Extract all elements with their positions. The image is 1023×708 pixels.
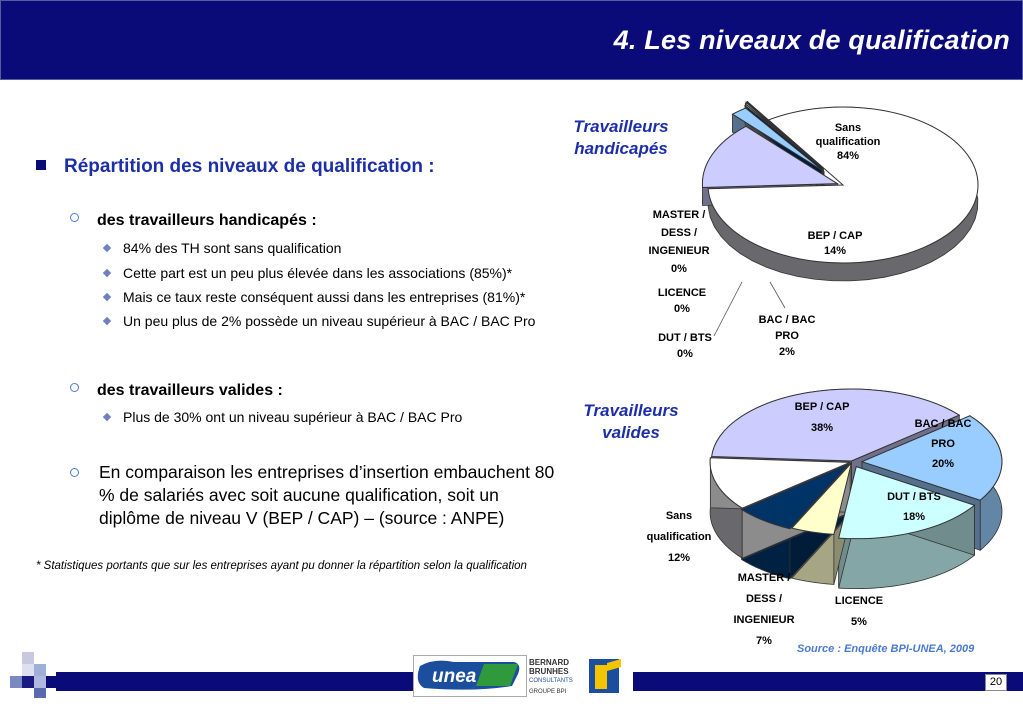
svg-text:GROUPE BPI: GROUPE BPI (529, 689, 567, 695)
pie-data-label: Sans qualification 12% (647, 510, 712, 564)
unea-logo-icon: unea (417, 660, 520, 690)
svg-text:BERNARD: BERNARD (529, 658, 569, 667)
paragraph-text: En comparaison les entreprises d’inserti… (99, 462, 555, 528)
pie-data-label: MASTER / DESS / INGENIEUR 0% (648, 209, 709, 275)
subheading-valides: des travailleurs valides : (70, 382, 283, 400)
source-note: Source : Enquête BPI-UNEA, 2009 (797, 643, 975, 655)
list-item-text: 84% des TH sont sans qualification (123, 240, 342, 256)
chart-title-valides: Travailleurs valides (583, 401, 679, 442)
pie-slice-licence (790, 462, 852, 535)
subheading-handicapes: des travailleurs handicapés : (70, 212, 317, 230)
bernard-brunhes-logo-icon: BERNARD BRUNHES CONSULTANTS GROUPE BPI (529, 658, 621, 695)
main-bullet: Répartition des niveaux de qualification… (36, 156, 435, 178)
pie-data-label: BAC / BAC PRO 20% (915, 418, 972, 470)
svg-text:BRUNHES: BRUNHES (529, 667, 569, 676)
pie-slice-bep-cap (711, 388, 961, 462)
pie-slice-sans-qualification (709, 457, 851, 509)
list-item: Plus de 30% ont un niveau supérieur à BA… (102, 408, 463, 427)
pie-slice-sans-qualification (707, 106, 979, 264)
list-item-text: Plus de 30% ont un niveau supérieur à BA… (123, 409, 463, 425)
list-item-text: Mais ce taux reste conséquent aussi dans… (123, 289, 526, 305)
pie-data-label: LICENCE 5% (835, 595, 883, 628)
decorative-squares-icon (10, 652, 58, 698)
leader-line (769, 281, 786, 309)
unea-logo: unea (413, 655, 527, 697)
pie-data-label: DUT / BTS 0% (658, 332, 712, 360)
pie-data-label: LICENCE 0% (658, 287, 706, 315)
pie-data-label: BAC / BAC PRO 2% (759, 314, 816, 358)
comparison-paragraph: En comparaison les entreprises d’inserti… (70, 461, 562, 530)
pie-data-label: BEP / CAP 38% (795, 401, 850, 434)
pie-slice-bep-cap (701, 125, 840, 188)
list-item: 84% des TH sont sans qualification (102, 239, 342, 258)
list-item: Cette part est un peu plus élevée dans l… (102, 264, 513, 283)
pie-chart-handicapes: Sans qualification 84% BEP / CAP 14% BAC / BA… (648, 100, 979, 360)
bernard-brunhes-logo: BERNARD BRUNHES CONSULTANTS GROUPE BPI (527, 655, 633, 697)
ring-bullet-icon (70, 468, 79, 477)
pie-data-label: MASTER / DESS / INGENIEUR 7% (733, 572, 794, 647)
pie-slice-bac-bac-pro (731, 107, 825, 172)
title-bar: 4. Les niveaux de qualification (0, 0, 1023, 80)
svg-text:unea: unea (432, 666, 477, 687)
pie-data-label: Sans qualification 84% (816, 122, 881, 162)
chart-title-handicapes: Travailleurs handicapés (573, 117, 669, 158)
page-number: 20 (985, 674, 1007, 691)
list-item-text: Un peu plus de 2% possède un niveau supé… (123, 313, 536, 329)
footnote: * Statistiques portants que sur les entr… (36, 560, 527, 572)
svg-text:CONSULTANTS: CONSULTANTS (529, 678, 573, 684)
pie-slice-bac-bac-pro (860, 415, 1003, 501)
pie-chart-valides: BEP / CAP 38% BAC / BAC PRO 20% DUT / BTS 18% L… (647, 388, 1003, 647)
pie-data-label: DUT / BTS 18% (887, 491, 941, 523)
subheading-text: des travailleurs handicapés : (97, 212, 317, 229)
pie-slice-master-dess-ingenieur (745, 101, 823, 168)
ring-bullet-icon (70, 213, 79, 222)
pie-slice-dut-bts (838, 466, 976, 540)
square-bullet-icon (36, 160, 46, 170)
leader-line (713, 281, 743, 337)
pie-slice-master-dess-ingenieur (740, 463, 850, 530)
list-item-text: Cette part est un peu plus élevée dans l… (123, 265, 513, 281)
list-item: Mais ce taux reste conséquent aussi dans… (102, 288, 526, 307)
subheading-text: des travailleurs valides (97, 382, 274, 399)
slide-title: 4. Les niveaux de qualification (613, 25, 1010, 55)
subheading-colon: : (273, 382, 283, 399)
pie-data-label: BEP / CAP 14% (808, 230, 863, 257)
ring-bullet-icon (70, 383, 79, 392)
list-item: Un peu plus de 2% possède un niveau supé… (102, 312, 554, 331)
main-bullet-text: Répartition des niveaux de qualification… (64, 156, 435, 177)
